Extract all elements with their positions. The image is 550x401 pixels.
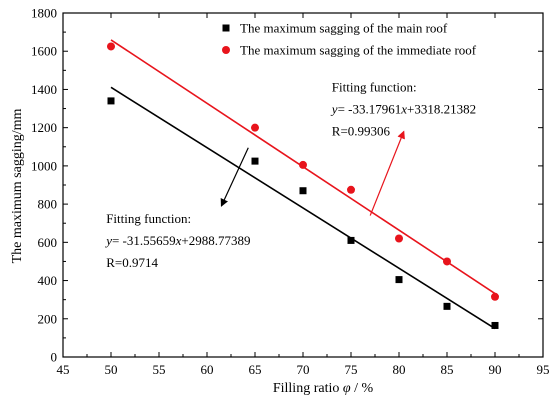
fit-lines	[110, 39, 496, 330]
x-tick-label: 80	[393, 362, 406, 377]
y-axis-label: The maximum sagging/mm	[10, 109, 25, 264]
x-tick-label: 45	[57, 362, 70, 377]
x-tick-label: 50	[105, 362, 118, 377]
data-point-immediate-roof	[347, 185, 355, 194]
annotation-text-line: y= -31.55659x+2988.77389	[104, 233, 250, 248]
y-tick-label: 0	[51, 350, 58, 365]
annotations: Fitting function: y= -33.17961x+3318.2138…	[104, 79, 476, 270]
data-point-main-roof	[107, 97, 115, 105]
annotation-text-line: Fitting function:	[332, 79, 417, 94]
fit-line-series-0	[110, 86, 496, 330]
x-tick-label: 65	[249, 362, 262, 377]
y-tick-label: 1800	[31, 6, 57, 21]
y-tick-label: 400	[38, 273, 58, 288]
data-point-main-roof	[491, 321, 499, 329]
annotation-text-line: R=0.9714	[106, 255, 158, 270]
x-tick-label: 90	[489, 362, 502, 377]
y-tick-label: 1000	[31, 158, 57, 173]
data-point-immediate-roof	[299, 160, 307, 169]
y-tick-label: 200	[38, 311, 58, 326]
data-point-immediate-roof	[491, 292, 499, 301]
x-tick-label: 95	[537, 362, 550, 377]
y-tick-label: 800	[38, 197, 58, 212]
x-tick-label: 55	[153, 362, 166, 377]
data-point-immediate-roof	[251, 123, 259, 132]
x-tick-label: 60	[201, 362, 214, 377]
axes: 45 50 55 60 65 70 75 80 85 90 95 0 200 400 600 800 1000 1…	[31, 6, 550, 378]
y-tick-label: 1200	[31, 120, 57, 135]
data-point-main-roof	[251, 157, 259, 165]
legend-marker-main-roof	[222, 24, 230, 32]
x-tick-label: 75	[345, 362, 358, 377]
data-point-main-roof	[347, 236, 355, 244]
legend-label: The maximum sagging of the main roof	[240, 21, 448, 36]
x-axis-label: Filling ratio φ / %	[273, 381, 374, 396]
annotation-arrow	[369, 130, 405, 216]
data-point-main-roof	[299, 187, 307, 195]
legend-marker-immediate-roof	[222, 46, 230, 54]
y-tick-label: 600	[38, 235, 58, 250]
data-point-immediate-roof	[107, 42, 115, 51]
annotation-text-line: R=0.99306	[332, 123, 391, 138]
annotation-arrow	[220, 147, 249, 207]
legend: The maximum sagging of the main roof The …	[222, 21, 477, 58]
data-point-immediate-roof	[395, 234, 403, 243]
plot-frame	[62, 12, 544, 358]
y-tick-label: 1400	[31, 82, 57, 97]
annotation-text-line: y= -33.17961x+3318.21382	[330, 101, 476, 116]
data-point-main-roof	[395, 276, 403, 284]
data-point-immediate-roof	[443, 257, 451, 266]
x-tick-label: 85	[441, 362, 454, 377]
legend-label: The maximum sagging of the immediate roo…	[240, 43, 477, 58]
y-tick-label: 1600	[31, 44, 57, 59]
x-tick-label: 70	[297, 362, 310, 377]
data-points	[107, 42, 499, 329]
annotation-text-line: Fitting function:	[106, 211, 191, 226]
data-point-main-roof	[443, 302, 451, 310]
